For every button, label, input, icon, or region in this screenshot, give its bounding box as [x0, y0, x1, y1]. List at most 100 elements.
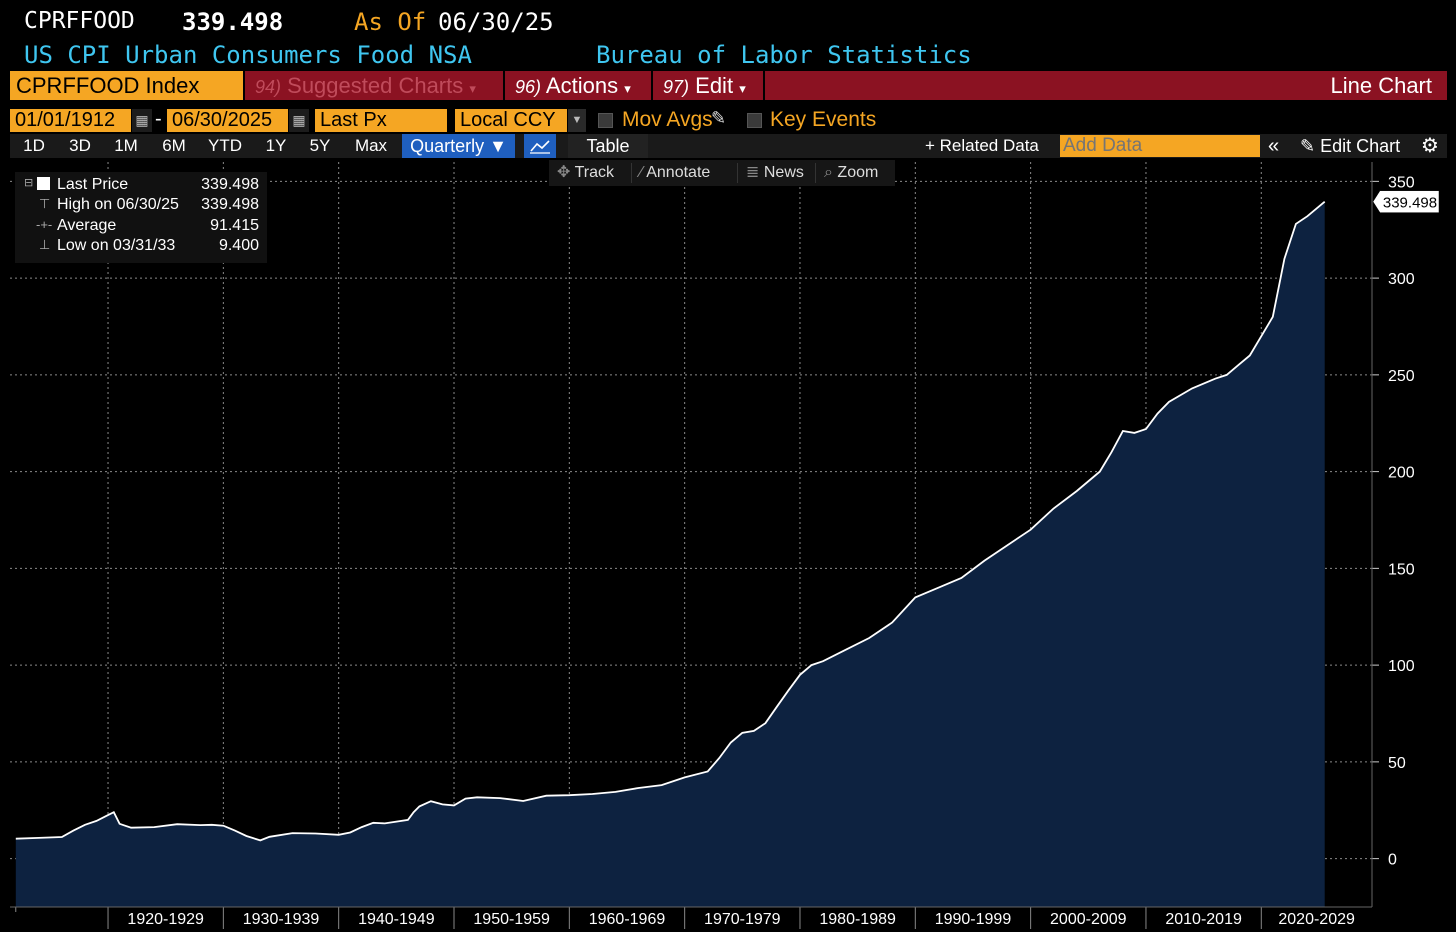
annotate-icon: ⁄ [640, 164, 643, 181]
period-1m[interactable]: 1M [114, 136, 138, 155]
as-of-label: As Of [354, 8, 427, 36]
news-label: News [763, 164, 804, 181]
tool-divider [737, 163, 738, 183]
legend-high-value: 339.498 [201, 196, 259, 213]
mov-avgs-label[interactable]: Mov Avgs [622, 108, 713, 131]
legend-last-price-value: 339.498 [201, 176, 259, 193]
low-marker-icon: ⊥ [39, 237, 51, 252]
actions-label: Actions [545, 73, 619, 98]
edit-label: Edit [695, 73, 734, 98]
period-1d[interactable]: 1D [23, 136, 45, 155]
y-tick-label: 100 [1388, 658, 1415, 675]
zoom-tool[interactable]: ⌕ Zoom [824, 160, 878, 186]
annotate-label: Annotate [646, 164, 711, 181]
edit-menu[interactable]: 97) Edit ▾ [653, 71, 763, 100]
legend-average-value: 91.415 [210, 217, 259, 234]
y-tick-label: 200 [1388, 465, 1415, 482]
period-max[interactable]: Max [354, 136, 388, 155]
menu-divider [243, 71, 245, 100]
as-of-date: 06/30/25 [438, 8, 554, 36]
price-line [15, 201, 1326, 842]
chart-tools-bar [549, 160, 895, 186]
mov-avgs-checkbox[interactable] [598, 113, 613, 128]
period-ytd[interactable]: YTD [208, 136, 242, 155]
edit-chart-label: Edit Chart [1320, 136, 1401, 156]
x-tick-label: 1920-1929 [127, 911, 204, 928]
menu-number: 97) [663, 77, 690, 97]
collapse-legend-icon[interactable]: ⊟ [24, 177, 34, 189]
y-axis: 0 50 100 150 200 250 300 350 [1371, 162, 1415, 907]
menu-divider [763, 71, 765, 100]
period-1y[interactable]: 1Y [265, 136, 287, 155]
x-tick-label: 1980-1989 [819, 911, 896, 928]
legend-average-label: Average [57, 217, 117, 234]
calendar-icon[interactable]: ▦ [132, 109, 152, 132]
x-tick-label: 1950-1959 [473, 911, 550, 928]
security-input[interactable]: CPRFFOOD Index [10, 71, 243, 100]
legend-low-label: Low on 03/31/33 [57, 237, 176, 254]
x-tick-label: 2000-2009 [1050, 911, 1127, 928]
table-button[interactable]: Table [568, 134, 648, 158]
field-selector[interactable]: Last Px [315, 109, 447, 132]
news-icon: ≣ [746, 164, 760, 181]
start-date-field[interactable]: 01/01/1912 [10, 109, 131, 132]
collapse-icon[interactable]: « [1268, 135, 1280, 157]
actions-menu[interactable]: 96) Actions ▾ [505, 71, 651, 100]
track-tool[interactable]: ✥ Track [557, 160, 614, 186]
y-tick-label: 250 [1388, 368, 1415, 385]
end-date-field[interactable]: 06/30/2025 [167, 109, 288, 132]
related-data-button[interactable]: + Related Data [925, 136, 1039, 155]
x-tick-label: 1960-1969 [589, 911, 666, 928]
period-3d[interactable]: 3D [69, 136, 91, 155]
currency-selector[interactable]: Local CCY [455, 109, 567, 132]
chevron-down-icon: ▾ [624, 81, 631, 96]
menu-divider [651, 71, 653, 100]
pencil-icon[interactable]: ✎ [711, 108, 727, 128]
last-price: 339.498 [182, 8, 284, 36]
chevron-down-icon[interactable]: ▼ [568, 109, 586, 132]
chevron-down-icon: ▾ [739, 81, 746, 96]
x-tick-label: 1990-1999 [935, 911, 1012, 928]
y-tick-label: 0 [1388, 852, 1397, 869]
calendar-icon[interactable]: ▦ [289, 109, 309, 132]
date-separator: - [155, 108, 162, 130]
tool-divider [631, 163, 632, 183]
last-price-tag-label: 339.498 [1383, 195, 1437, 212]
y-tick-label: 50 [1388, 755, 1406, 772]
gear-icon[interactable]: ⚙ [1421, 135, 1439, 157]
suggested-charts-label: Suggested Charts [287, 73, 464, 98]
zoom-label: Zoom [837, 164, 879, 181]
security-description: US CPI Urban Consumers Food NSA [24, 41, 472, 69]
menu-bar [10, 71, 1447, 100]
annotate-tool[interactable]: ⁄ Annotate [640, 160, 710, 186]
frequency-selector[interactable]: Quarterly ▼ [402, 134, 515, 158]
track-label: Track [574, 164, 614, 181]
period-5y[interactable]: 5Y [309, 136, 331, 155]
chevron-down-icon: ▾ [469, 81, 476, 96]
add-data-input[interactable] [1060, 135, 1260, 157]
legend-box [15, 172, 267, 263]
price-area-fill [15, 201, 1325, 907]
x-axis: 1920-1929 1930-1939 1940-1949 1950-1959 1960… [10, 906, 1372, 929]
line-chart-icon-glyph [530, 140, 550, 154]
series-swatch [37, 177, 50, 190]
ticker-symbol: CPRFFOOD [24, 8, 135, 34]
x-tick-label: 1940-1949 [358, 911, 435, 928]
key-events-checkbox[interactable] [747, 113, 762, 128]
y-tick-label: 150 [1388, 561, 1415, 578]
edit-chart-button[interactable]: ✎ Edit Chart [1300, 134, 1400, 158]
x-tick-label: 2020-2029 [1278, 911, 1355, 928]
news-tool[interactable]: ≣ News [746, 160, 804, 186]
line-chart-icon[interactable] [524, 134, 556, 158]
legend-low-value: 9.400 [218, 237, 259, 254]
x-tick-label: 1930-1939 [243, 911, 320, 928]
key-events-label[interactable]: Key Events [770, 108, 877, 131]
suggested-charts-menu[interactable]: 94) Suggested Charts ▾ [245, 71, 503, 100]
legend-last-price-label: Last Price [57, 176, 129, 193]
x-tick-label: 1970-1979 [704, 911, 781, 928]
menu-divider [503, 71, 505, 100]
magnifier-icon: ⌕ [824, 164, 833, 181]
period-6m[interactable]: 6M [162, 136, 186, 155]
x-tick-label: 2010-2019 [1165, 911, 1242, 928]
